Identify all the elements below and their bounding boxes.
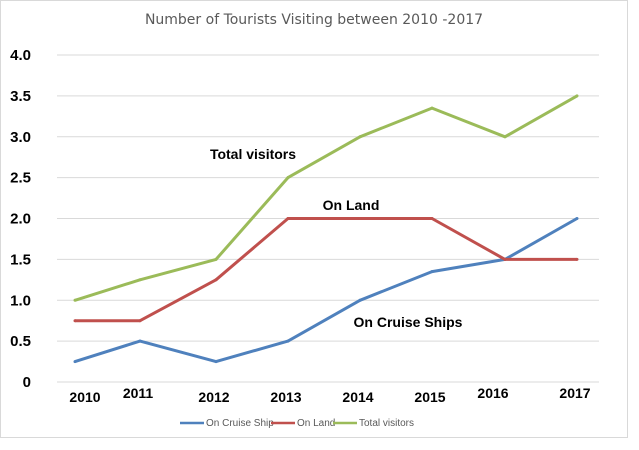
data-point: [138, 278, 142, 282]
legend-label: On Cruise Ship: [206, 418, 274, 429]
series-lines: [73, 94, 579, 364]
data-point: [138, 319, 142, 323]
data-point: [575, 257, 579, 261]
data-point: [286, 217, 290, 220]
y-tick-label: 3.0: [10, 129, 31, 146]
data-point: [430, 106, 434, 110]
data-point: [358, 217, 362, 220]
legend-label: On Land: [297, 418, 335, 429]
annotation-on-land: On Land: [323, 197, 380, 213]
data-point: [430, 270, 434, 274]
data-point: [286, 176, 290, 180]
annotation-total-visitors: Total visitors: [210, 146, 296, 162]
data-point: [73, 319, 77, 323]
data-point: [575, 94, 579, 98]
chart-title: Number of Tourists Visiting between 2010…: [145, 12, 483, 28]
x-tick-label: 2016: [477, 385, 508, 401]
y-tick-label: 1.0: [10, 292, 31, 309]
annotation-on-cruise-ships: On Cruise Ships: [354, 314, 463, 330]
y-tick-label: 4.0: [10, 47, 31, 64]
legend-label: Total visitors: [359, 418, 414, 429]
data-point: [73, 360, 77, 364]
series-line-0: [74, 217, 578, 364]
y-tick-label: 3.5: [10, 88, 31, 105]
x-axis-ticks: 2010 2011 2012 2013 2014 2015 2016 2017: [69, 385, 590, 405]
x-tick-label: 2011: [123, 385, 154, 401]
y-tick-label: 0.5: [10, 333, 31, 350]
data-point: [73, 298, 77, 302]
y-axis-ticks: 0 0.5 1.0 1.5 2.0 2.5 3.0 3.5 4.0: [10, 47, 31, 391]
x-tick-label: 2017: [559, 385, 590, 401]
data-point: [430, 217, 434, 220]
x-tick-label: 2013: [270, 389, 301, 405]
series-line-1: [75, 217, 577, 323]
gridlines: [57, 54, 599, 383]
y-tick-label: 2.0: [10, 211, 31, 228]
y-tick-label: 0: [23, 374, 31, 391]
data-point: [503, 257, 507, 261]
data-point: [138, 339, 142, 343]
y-tick-label: 2.5: [10, 170, 31, 187]
data-point: [575, 217, 579, 220]
data-point: [358, 298, 362, 302]
series-line-2: [74, 94, 578, 302]
y-tick-label: 1.5: [10, 251, 31, 268]
legend: On Cruise Ship On Land Total visitors: [180, 418, 414, 429]
data-point: [214, 360, 218, 364]
data-point: [358, 135, 362, 139]
x-tick-label: 2015: [414, 389, 445, 405]
data-point: [214, 257, 218, 261]
data-point: [503, 135, 507, 139]
x-tick-label: 2010: [69, 389, 100, 405]
data-point: [214, 278, 218, 282]
data-point: [286, 339, 290, 343]
x-tick-label: 2012: [198, 389, 229, 405]
x-tick-label: 2014: [342, 389, 373, 405]
